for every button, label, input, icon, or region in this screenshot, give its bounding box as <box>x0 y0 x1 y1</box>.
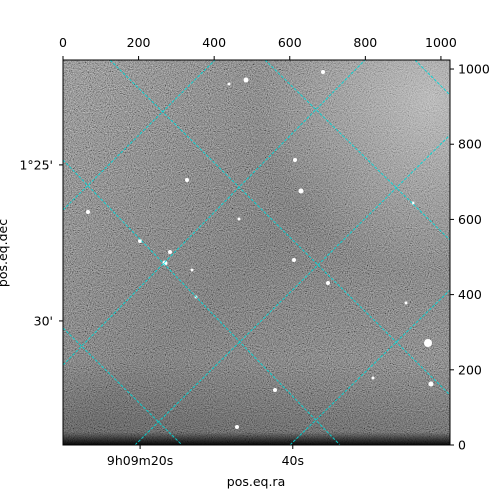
coordinate-grid-line <box>289 289 450 445</box>
x-tick-label: 400 <box>202 35 226 50</box>
plot-frame <box>62 59 451 446</box>
y-tick-label: 1000 <box>458 62 490 77</box>
coordinate-grid-line <box>63 60 366 366</box>
world-x-tick-label: 40s <box>282 453 304 468</box>
coordinate-grid-line <box>63 60 216 211</box>
coordinate-grid <box>63 60 450 445</box>
star <box>227 82 231 86</box>
sky-image <box>63 60 450 445</box>
star <box>321 70 325 74</box>
star <box>237 217 241 221</box>
coordinate-grid-line <box>109 60 450 396</box>
x-tick-label: 0 <box>59 35 67 50</box>
x-axis-label: pos.eq.ra <box>227 474 285 489</box>
world-y-tick-label: 1°25' <box>19 157 53 172</box>
coordinate-grid-line <box>63 159 341 445</box>
y-tick-label: 0 <box>458 438 466 453</box>
star <box>168 250 172 254</box>
coordinate-grid-line <box>264 60 450 241</box>
star <box>185 178 189 182</box>
star <box>86 210 90 214</box>
y-axis-label: pos.eq.dec <box>0 219 10 287</box>
star <box>138 239 142 243</box>
star <box>298 188 304 194</box>
star <box>326 281 330 285</box>
star <box>293 158 297 162</box>
star <box>371 376 375 380</box>
y-tick-label: 800 <box>458 137 482 152</box>
star <box>190 268 194 272</box>
star <box>411 201 415 205</box>
coordinate-grid-line <box>134 134 450 445</box>
world-y-tick-label: 30' <box>34 313 53 328</box>
x-tick-label: 200 <box>127 35 151 50</box>
star <box>428 381 434 387</box>
x-tick-label: 600 <box>278 35 302 50</box>
y-tick-label: 600 <box>458 212 482 227</box>
world-x-tick-label: 9h09m20s <box>107 453 173 468</box>
star <box>404 301 408 305</box>
x-tick-label: 800 <box>353 35 377 50</box>
star <box>292 258 296 262</box>
x-tick-label: 1000 <box>425 35 457 50</box>
coordinate-grid-line <box>63 327 183 445</box>
y-tick-label: 400 <box>458 287 482 302</box>
star <box>273 388 277 392</box>
image-edge <box>63 360 450 445</box>
star <box>243 77 249 83</box>
star <box>235 425 239 429</box>
coordinate-grid-line <box>414 60 450 96</box>
stars <box>86 70 434 429</box>
y-tick-label: 200 <box>458 362 482 377</box>
star <box>424 339 432 347</box>
